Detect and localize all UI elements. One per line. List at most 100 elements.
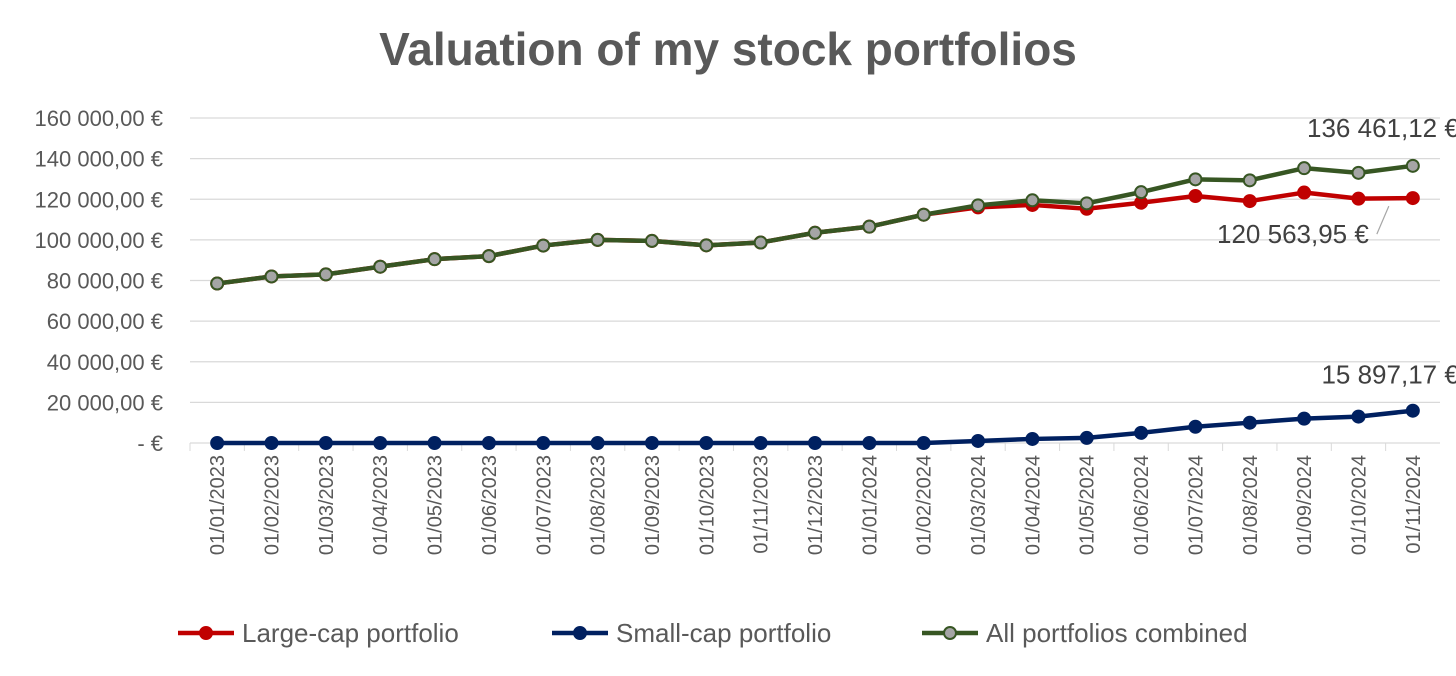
legend-label: All portfolios combined <box>986 618 1248 648</box>
data-point <box>1242 415 1257 430</box>
data-point <box>210 276 225 291</box>
data-point <box>427 252 442 267</box>
data-point <box>590 436 605 450</box>
legend-marker <box>199 626 213 640</box>
data-point <box>590 232 605 247</box>
x-tick-label: 01/01/2023 <box>207 455 229 555</box>
data-point <box>536 436 551 450</box>
data-point <box>1188 189 1203 203</box>
y-tick-label: 40 000,00 € <box>47 350 163 375</box>
data-point <box>373 436 388 450</box>
x-tick-label: 01/09/2024 <box>1294 455 1316 555</box>
data-point <box>373 259 388 274</box>
data-point <box>1351 409 1366 424</box>
y-tick-label: - € <box>137 431 163 456</box>
legend-item: Small-cap portfolio <box>552 618 831 648</box>
x-tick-label: 01/10/2023 <box>696 455 718 555</box>
data-point <box>753 436 768 450</box>
data-point <box>1188 419 1203 434</box>
data-point <box>1242 173 1257 188</box>
data-point <box>536 238 551 253</box>
x-tick-label: 01/07/2023 <box>533 455 555 555</box>
data-point <box>862 219 877 234</box>
data-label: 136 461,12 € <box>1307 113 1456 143</box>
data-point <box>264 436 279 450</box>
data-point <box>1134 425 1149 440</box>
data-point <box>644 233 659 248</box>
y-tick-label: 120 000,00 € <box>35 187 163 212</box>
x-tick-label: 01/05/2024 <box>1077 455 1099 555</box>
data-point <box>916 207 931 222</box>
data-point <box>481 436 496 450</box>
data-point <box>1079 196 1094 211</box>
x-tick-label: 01/05/2023 <box>425 455 447 555</box>
data-point <box>753 235 768 250</box>
x-tick-label: 01/08/2024 <box>1240 455 1262 555</box>
data-point <box>1297 411 1312 426</box>
data-point <box>971 198 986 213</box>
data-point <box>808 225 822 240</box>
data-point <box>1351 165 1366 180</box>
y-tick-label: 60 000,00 € <box>47 309 163 334</box>
data-label: 120 563,95 € <box>1217 219 1369 249</box>
x-tick-label: 01/12/2023 <box>805 455 827 555</box>
data-point <box>971 433 986 448</box>
x-tick-label: 01/04/2023 <box>370 455 392 555</box>
data-point <box>318 267 333 282</box>
legend: Large-cap portfolio Small-cap portfolio Al… <box>178 618 1248 648</box>
data-point <box>1079 430 1094 445</box>
y-tick-label: 140 000,00 € <box>35 147 163 172</box>
data-label: 15 897,17 € <box>1321 360 1456 390</box>
legend-marker <box>943 626 957 640</box>
data-point <box>210 436 225 450</box>
gridlines <box>190 117 1440 444</box>
data-point <box>1025 431 1040 446</box>
y-axis-ticks: - € 20 000,00 € 40 000,00 € 60 000,00 € 80 0… <box>35 106 163 456</box>
x-tick-label: 01/03/2023 <box>316 455 338 555</box>
data-point <box>264 269 279 284</box>
data-point <box>1405 158 1420 173</box>
y-tick-label: 100 000,00 € <box>35 228 163 253</box>
legend-item: Large-cap portfolio <box>178 618 459 648</box>
data-point <box>644 436 659 450</box>
data-point <box>1025 193 1040 208</box>
x-tick-label: 01/08/2023 <box>588 455 610 555</box>
data-point <box>1297 185 1312 200</box>
x-axis-ticks: 01/01/2023 01/02/2023 01/03/2023 01/04/2023… <box>189 443 1425 555</box>
data-point <box>481 249 496 264</box>
legend-item: All portfolios combined <box>922 618 1248 648</box>
legend-label: Large-cap portfolio <box>242 618 459 648</box>
x-tick-label: 01/03/2024 <box>968 455 990 555</box>
data-point <box>1297 161 1312 176</box>
x-tick-label: 01/02/2023 <box>262 455 284 555</box>
x-tick-label: 01/11/2023 <box>751 455 773 554</box>
x-tick-label: 01/11/2024 <box>1403 455 1425 554</box>
data-point <box>1134 185 1149 200</box>
chart-title: Valuation of my stock portfolios <box>379 23 1077 75</box>
x-tick-label: 01/06/2024 <box>1131 455 1153 555</box>
x-tick-label: 01/09/2023 <box>642 455 664 555</box>
data-point <box>1405 191 1420 206</box>
data-point <box>916 436 931 450</box>
data-label-leader <box>1376 205 1390 235</box>
y-tick-label: 160 000,00 € <box>35 106 163 131</box>
data-point <box>699 238 714 253</box>
data-point <box>699 436 714 450</box>
data-point <box>1351 191 1366 206</box>
series-2 <box>210 403 1420 450</box>
y-tick-label: 20 000,00 € <box>47 390 163 415</box>
y-tick-label: 80 000,00 € <box>47 269 163 294</box>
x-tick-label: 01/02/2024 <box>914 455 936 555</box>
data-point <box>862 436 877 450</box>
x-tick-label: 01/10/2024 <box>1348 455 1370 555</box>
data-point <box>1405 403 1420 418</box>
x-tick-label: 01/07/2024 <box>1185 455 1207 555</box>
legend-label: Small-cap portfolio <box>616 618 831 648</box>
data-point <box>1242 194 1257 209</box>
data-labels: 136 461,12 € 120 563,95 € 15 897,17 € <box>1217 113 1456 390</box>
x-tick-label: 01/04/2024 <box>1022 455 1044 555</box>
data-point <box>1188 172 1203 187</box>
data-point <box>427 436 442 450</box>
